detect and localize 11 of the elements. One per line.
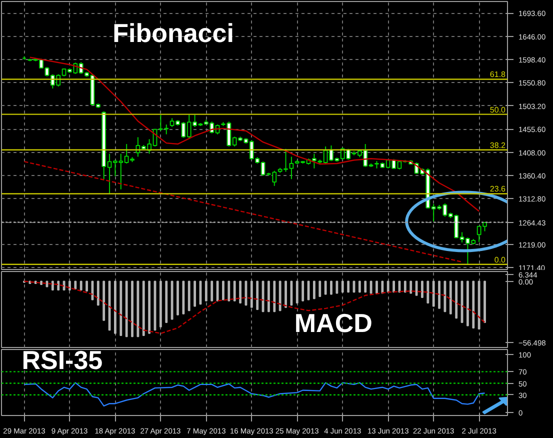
annotation: 50.0 bbox=[490, 105, 506, 114]
annotation: MACD bbox=[294, 308, 372, 338]
annotation: Fibonacci bbox=[112, 18, 234, 48]
line-series bbox=[29, 56, 480, 212]
annotation: 61.8 bbox=[490, 70, 506, 80]
line-series bbox=[24, 382, 486, 407]
annotation: RSI-35 bbox=[22, 345, 103, 375]
annotation: 0.0 bbox=[494, 255, 506, 264]
line-series bbox=[24, 280, 486, 334]
annotation: 23.6 bbox=[490, 184, 506, 194]
annotation: 38.2 bbox=[490, 140, 506, 150]
